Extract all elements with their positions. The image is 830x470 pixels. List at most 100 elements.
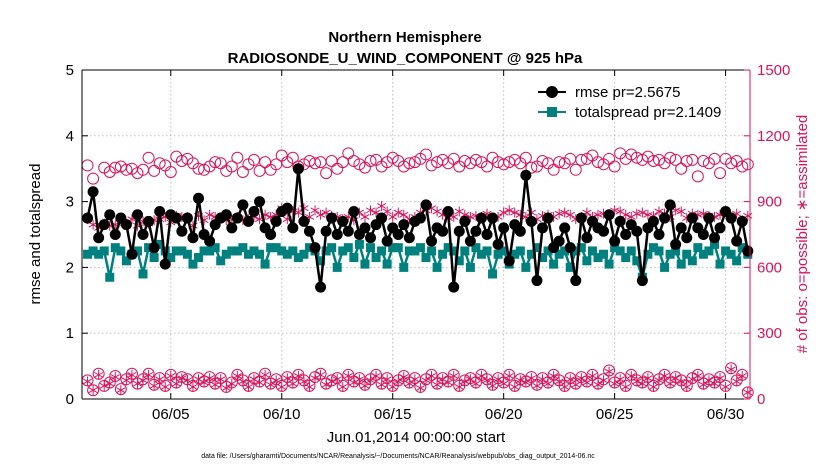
rmse-point <box>553 235 565 247</box>
legend: rmse pr=2.5675 totalspread pr=2.1409 <box>538 84 721 121</box>
obs_assimilated_low-point <box>127 369 137 380</box>
y-right-tick-label: 300 <box>757 325 782 342</box>
obs_possible-point <box>591 156 604 169</box>
obs_assimilated_low-point <box>332 374 342 385</box>
obs_assimilated_low-point <box>648 381 659 392</box>
totalspread-point <box>465 262 475 272</box>
rmse-point <box>154 205 166 217</box>
rmse-point <box>248 205 260 217</box>
rmse-point <box>647 215 659 227</box>
rmse-point <box>525 215 537 227</box>
y-tick-label: 5 <box>66 62 74 79</box>
rmse-point <box>475 212 487 224</box>
rmse-point <box>453 225 465 237</box>
totalspread-point <box>537 253 547 263</box>
rmse-point <box>736 215 748 227</box>
totalspread-point <box>737 243 747 253</box>
totalspread-point <box>332 262 342 272</box>
legend-rmse-label: rmse pr=2.5675 <box>575 84 680 101</box>
obs_assimilated_low-point <box>598 375 609 386</box>
rmse-point <box>620 229 632 240</box>
obs_assimilated_low-point <box>160 381 170 392</box>
obs_possible-point <box>664 151 677 164</box>
obs_assimilated_low-point <box>426 370 437 381</box>
obs_assimilated_low-point <box>243 381 254 392</box>
obs_assimilated_low-point <box>454 381 464 392</box>
obs_assimilated-point <box>315 209 326 220</box>
obs_assimilated_low-point <box>682 381 692 392</box>
rmse-point <box>426 235 438 247</box>
obs_possible-point <box>680 155 693 168</box>
obs_possible-point <box>209 156 222 169</box>
rmse-point <box>331 229 343 240</box>
totalspread-point <box>698 249 708 259</box>
rmse-point <box>631 225 643 237</box>
obs_assimilated_low-point <box>665 378 675 389</box>
obs_possible-point <box>536 155 549 168</box>
rmse-point <box>303 225 315 237</box>
totalspread-point <box>460 246 470 256</box>
obs_assimilated_low-point <box>576 373 586 384</box>
totalspread-point <box>709 239 719 249</box>
obs_assimilated-point <box>560 207 570 218</box>
y-tick-label: 3 <box>66 194 74 211</box>
rmse-point <box>514 225 526 237</box>
totalspread-point <box>532 243 542 253</box>
totalspread-point <box>643 249 653 259</box>
obs_assimilated_low-point <box>449 370 459 381</box>
rmse-point <box>708 232 720 244</box>
totalspread-point <box>182 249 192 259</box>
legend-rmse-marker <box>546 86 558 98</box>
rmse-point <box>226 222 238 234</box>
obs_assimilated_low-point <box>743 387 753 398</box>
obs_possible-point <box>142 151 155 164</box>
rmse-point <box>481 229 493 240</box>
obs_assimilated_low-point <box>166 370 176 381</box>
totalspread-point <box>83 249 93 259</box>
rmse-point <box>603 209 615 221</box>
obs_assimilated_low-point <box>116 385 126 396</box>
totalspread-point <box>371 253 381 263</box>
rmse-point <box>653 229 665 240</box>
totalspread-point <box>715 259 725 269</box>
obs_possible-point <box>87 172 100 185</box>
totalspread-point <box>205 246 215 256</box>
rmse-point <box>503 255 515 267</box>
totalspread-point <box>571 246 581 256</box>
totalspread-point <box>454 256 464 266</box>
rmse-point <box>159 258 171 270</box>
totalspread-point <box>293 253 303 263</box>
rmse-point <box>575 212 587 224</box>
obs_possible-point <box>575 153 588 166</box>
totalspread-point <box>676 259 686 269</box>
rmse-point <box>559 222 571 234</box>
totalspread-point <box>160 246 170 256</box>
obs_assimilated_low-point <box>365 375 376 386</box>
totalspread-series <box>83 239 753 282</box>
totalspread-point <box>121 256 131 266</box>
totalspread-point <box>316 256 326 266</box>
data-file-note: data file: /Users/gharamti/Documents/NCA… <box>201 453 595 460</box>
rmse-point <box>598 225 610 237</box>
totalspread-point <box>493 249 503 259</box>
rmse-point <box>636 275 648 287</box>
rmse-point <box>470 225 482 237</box>
obs_assimilated_low-point <box>532 380 542 391</box>
rmse-point <box>181 212 193 224</box>
rmse-point <box>670 238 682 250</box>
rmse-point <box>320 225 332 237</box>
y-tick-label: 0 <box>66 391 74 408</box>
rmse-point <box>82 212 94 224</box>
obs_assimilated_low-point <box>327 376 337 387</box>
obs_assimilated_low-point <box>421 375 431 386</box>
obs_possible-point <box>736 160 749 173</box>
totalspread-point <box>671 246 681 256</box>
y-axis-label: rmse and totalspread <box>27 164 44 305</box>
totalspread-point <box>415 243 425 253</box>
y-right-tick-label: 1200 <box>757 128 790 145</box>
obs_possible_low-point <box>87 384 100 397</box>
chart-subtitle: RADIOSONDE_U_WIND_COMPONENT @ 925 hPa <box>228 50 583 67</box>
rmse-point <box>420 199 432 211</box>
totalspread-point <box>327 243 337 253</box>
obs_assimilated_low-point <box>266 379 276 390</box>
